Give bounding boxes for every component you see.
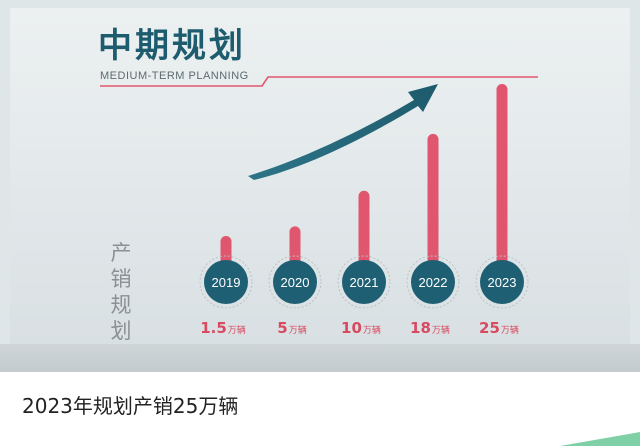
data-label-value: 1.5	[200, 319, 227, 337]
data-label-value: 10	[341, 319, 362, 337]
slide-photo: 2019 2020 2021 2022 2023 1.5万辆 5万辆 10万辆 18万辆 25万…	[0, 0, 640, 372]
year-circle-2022	[411, 260, 455, 304]
year-circle-2020	[273, 260, 317, 304]
slide-bottom-edge	[0, 344, 640, 372]
chart: 2019 2020 2021 2022 2023 1.5万辆 5万辆 10万辆 18万辆 25万…	[100, 76, 538, 337]
data-label-value: 18	[410, 319, 431, 337]
year-circles: 2019 2020 2021 2022 2023	[199, 255, 529, 309]
y-axis-label: 产销规划	[110, 241, 132, 343]
year-circle-ring-2020	[268, 255, 322, 309]
data-label-2020: 5万辆	[277, 319, 306, 337]
x-tick-label-2020: 2020	[281, 275, 310, 290]
value-labels: 1.5万辆 5万辆 10万辆 18万辆 25万辆	[200, 319, 519, 337]
data-label-unit: 万辆	[501, 324, 519, 336]
bar-2023	[496, 84, 508, 266]
chart-subtitle: MEDIUM-TERM PLANNING	[100, 70, 249, 82]
corner-accent	[560, 432, 640, 446]
data-label-2022: 18万辆	[410, 319, 450, 337]
year-circle-ring-2019	[199, 255, 253, 309]
bar-2022	[427, 133, 439, 266]
data-label-value: 5	[277, 319, 287, 337]
chart-title: 中期规划	[98, 26, 246, 66]
title-rule-line	[100, 76, 538, 87]
data-label-unit: 万辆	[432, 324, 450, 336]
title-rule	[100, 76, 538, 87]
year-circle-ring-2023	[475, 255, 529, 309]
caption-bar: 2023年规划产销25万辆	[0, 372, 640, 446]
year-circle-2021	[342, 260, 386, 304]
x-tick-label-2021: 2021	[350, 275, 379, 290]
data-label-2019: 1.5万辆	[200, 319, 246, 337]
caption-text: 2023年规划产销25万辆	[22, 394, 239, 418]
year-circle-ring-2021	[337, 255, 391, 309]
x-tick-label-2019: 2019	[212, 275, 241, 290]
data-label-value: 25	[479, 319, 500, 337]
trend-arrow-shape	[248, 84, 438, 180]
slide-background	[10, 8, 630, 356]
trend-arrow	[248, 84, 438, 180]
year-circle-2019	[204, 260, 248, 304]
data-label-unit: 万辆	[289, 324, 307, 336]
x-tick-label-2023: 2023	[488, 275, 517, 290]
data-label-unit: 万辆	[228, 324, 246, 336]
x-tick-label-2022: 2022	[419, 275, 448, 290]
bar-2021	[358, 190, 370, 266]
bar-2019	[220, 236, 232, 266]
year-circle-2023	[480, 260, 524, 304]
data-label-2023: 25万辆	[479, 319, 519, 337]
year-circle-ring-2022	[406, 255, 460, 309]
data-label-unit: 万辆	[363, 324, 381, 336]
data-label-2021: 10万辆	[341, 319, 381, 337]
